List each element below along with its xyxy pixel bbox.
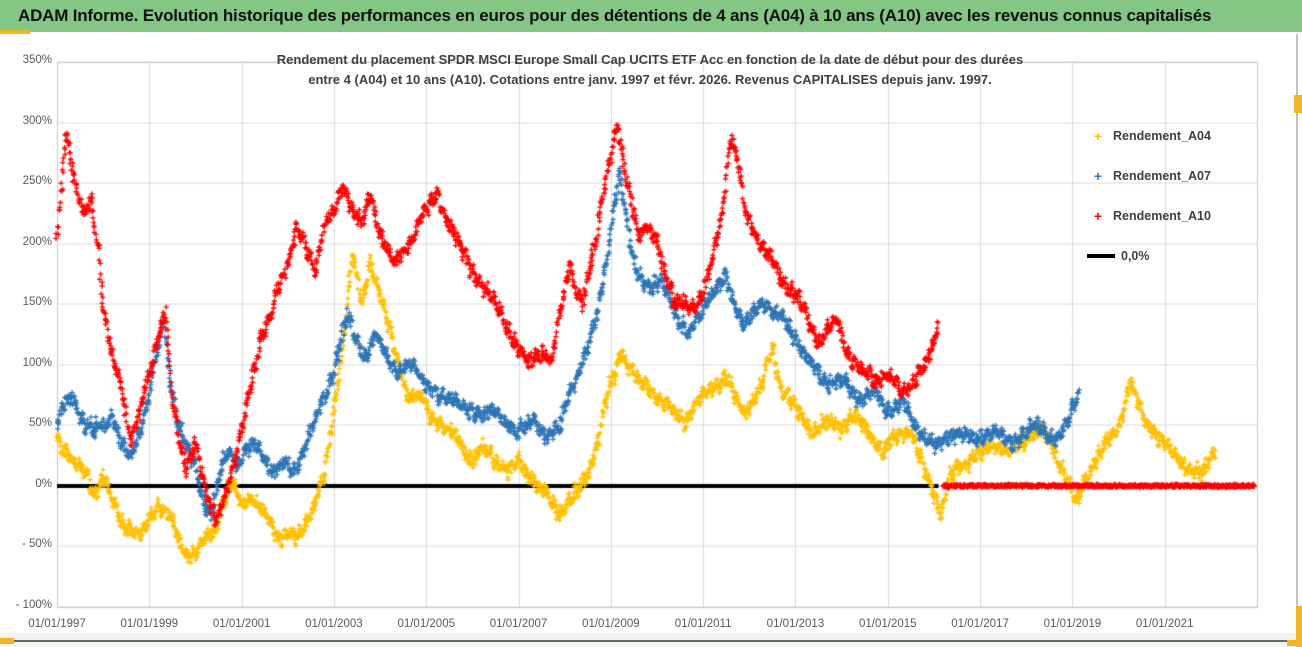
legend-item-zero-line: 0,0% — [1087, 236, 1287, 276]
legend-item-a10: + Rendement_A10 — [1087, 196, 1287, 236]
legend-label: Rendement_A10 — [1113, 209, 1211, 223]
y-tick-label: 300% — [22, 114, 52, 127]
legend-item-a07: + Rendement_A07 — [1087, 156, 1287, 196]
plus-marker-icon: + — [1093, 168, 1103, 184]
plus-marker-icon: + — [1093, 208, 1103, 224]
bottom-divider — [0, 640, 1302, 642]
right-border — [1296, 34, 1298, 640]
x-tick-label: 01/01/2019 — [1043, 618, 1102, 630]
x-tick-label: 01/01/2013 — [766, 618, 825, 630]
x-tick-label: 01/01/2005 — [397, 618, 455, 630]
gold-accent-bottom-left — [0, 638, 14, 644]
x-tick-label: 01/01/2021 — [1135, 618, 1194, 630]
x-tick-label: 01/01/2007 — [489, 618, 548, 630]
x-tick-label: 01/01/2015 — [858, 618, 917, 630]
plus-marker-icon: + — [1093, 128, 1103, 144]
legend-item-a04: + Rendement_A04 — [1087, 116, 1287, 156]
y-tick-label: 150% — [22, 296, 52, 309]
x-tick-label: 01/01/1999 — [120, 618, 179, 630]
y-tick-label: 50% — [28, 417, 52, 430]
legend-label: 0,0% — [1121, 249, 1150, 263]
y-tick-label: - 50% — [21, 538, 52, 551]
y-tick-label: 350% — [22, 54, 52, 66]
y-tick-label: 0% — [35, 477, 52, 490]
y-tick-label: 200% — [22, 235, 52, 248]
chart-legend: + Rendement_A04 + Rendement_A07 + Rendem… — [1087, 116, 1287, 276]
y-tick-label: 250% — [22, 175, 52, 188]
gold-accent-top-left — [0, 30, 30, 34]
gold-accent-bottom-right — [1287, 640, 1302, 646]
x-tick-label: 01/01/2003 — [305, 618, 363, 630]
chart-title: Rendement du placement SPDR MSCI Europe … — [160, 50, 1140, 90]
x-tick-label: 01/01/2009 — [582, 618, 640, 630]
x-tick-label: 01/01/2011 — [674, 618, 732, 630]
page-title: ADAM Informe. Evolution historique des p… — [18, 6, 1212, 25]
chart-title-line2: entre 4 (A04) et 10 ans (A10). Cotations… — [308, 72, 992, 87]
zero-line-icon — [1087, 254, 1115, 258]
legend-label: Rendement_A04 — [1113, 129, 1211, 143]
y-tick-label: 100% — [22, 356, 52, 369]
y-tick-label: - 100% — [15, 599, 52, 611]
x-tick-label: 01/01/2001 — [212, 618, 271, 630]
legend-label: Rendement_A07 — [1113, 169, 1211, 183]
gold-accent-right-bar — [1296, 606, 1302, 647]
gold-accent-right-mark — [1294, 95, 1302, 113]
x-tick-label: 01/01/1997 — [28, 618, 86, 630]
header-band: ADAM Informe. Evolution historique des p… — [0, 0, 1302, 32]
chart-title-line1: Rendement du placement SPDR MSCI Europe … — [276, 52, 1024, 67]
x-tick-label: 01/01/2017 — [951, 618, 1009, 630]
